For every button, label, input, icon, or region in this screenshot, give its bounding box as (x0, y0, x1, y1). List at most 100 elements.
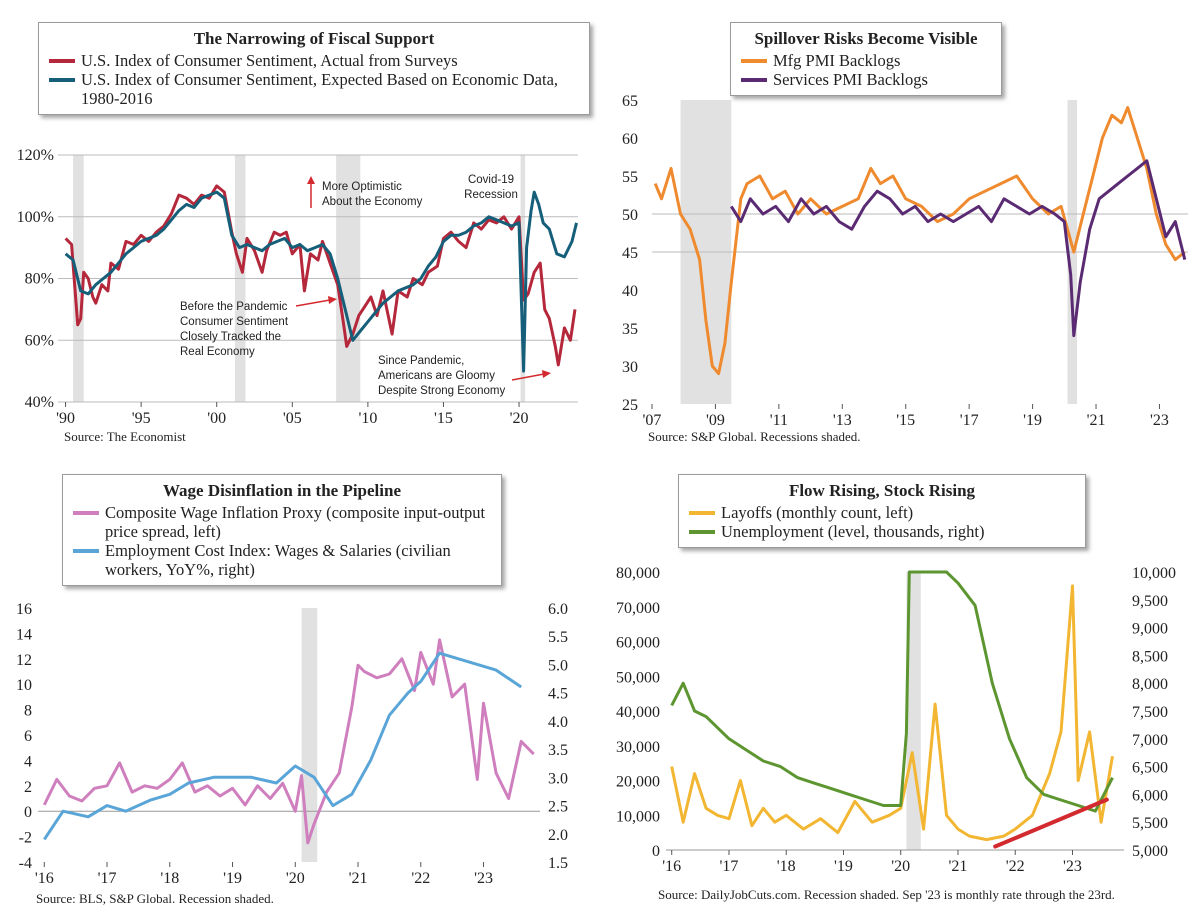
x-tick-label: '16 (35, 870, 54, 887)
since-arrow (511, 373, 545, 381)
y-tick-label: 60% (25, 332, 54, 349)
x-tick-label: '19 (834, 858, 853, 875)
y-tick-label-right: 5.0 (548, 657, 568, 674)
legend-wage: Wage Disinflation in the Pipeline Compos… (62, 474, 502, 586)
trendline (993, 797, 1109, 849)
since-arrowhead (542, 370, 551, 378)
series-line (670, 584, 1114, 842)
x-tick-label: '20 (510, 410, 529, 427)
legend-item-mfg: Mfg PMI Backlogs (741, 51, 991, 70)
annotation-covid: Covid-19 (468, 174, 514, 186)
x-tick-label: '17 (960, 412, 979, 429)
y-tick-label-right: 7,000 (1132, 732, 1168, 749)
series-line (653, 106, 1186, 376)
panel-spillover: 25 30 35 40 45 50 55 60 65 '07 '09 '11 '13 '15 '17 '19 '… (600, 0, 1200, 462)
chart-title: Flow Rising, Stock Rising (788, 481, 976, 500)
x-tick-label: '00 (207, 410, 226, 427)
y-tick-label-right: 9,500 (1132, 593, 1168, 610)
legend-label: Composite Wage Inflation Proxy (composit… (105, 503, 486, 541)
x-tick-label: '15 (896, 412, 915, 429)
y-tick-label-right: 6.0 (548, 601, 568, 618)
x-tick-label: '19 (1023, 412, 1042, 429)
chart-wage: -4 -2 0 2 4 6 8 10 12 14 16 1.5 2.0 2.5 3.0 3.5 4.0 4.5 5.… (16, 601, 568, 887)
annotation-before-pandemic: Real Economy (180, 346, 255, 358)
x-tick-label: '11 (770, 412, 788, 429)
legend-swatch (741, 78, 767, 82)
y-tick-label: 60 (622, 131, 638, 148)
y-tick-label-left: 0 (24, 804, 32, 821)
panel-flow: 0 10,000 20,000 30,000 40,000 50,000 60,000 70,… (600, 462, 1200, 924)
legend-label: Unemployment (level, thousands, right) (721, 522, 985, 541)
y-tick-label: 80% (25, 271, 54, 288)
annotation-optimistic: About the Economy (322, 196, 423, 208)
x-tick-label: '90 (56, 410, 75, 427)
legend-label: Employment Cost Index: Wages & Salaries … (105, 541, 451, 579)
panel-fiscal-support: 40% 60% 80% 100% 120% '90 '95 '00 '05 '10 '15 '20 Mo… (0, 0, 600, 462)
y-tick-label: 55 (622, 169, 638, 186)
source-note: Source: DailyJobCuts.com. Recession shad… (658, 887, 1115, 902)
before-arrow (295, 299, 331, 307)
y-tick-label-right: 6,500 (1132, 760, 1168, 777)
chart-title: Wage Disinflation in the Pipeline (162, 481, 402, 500)
series-line (42, 638, 535, 845)
chart-flow: 0 10,000 20,000 30,000 40,000 50,000 60,000 70,… (616, 565, 1176, 875)
y-tick-label-right: 4.5 (548, 686, 568, 703)
legend-flow: Flow Rising, Stock Rising Layoffs (month… (678, 474, 1086, 548)
y-tick-label-right: 8,500 (1132, 648, 1168, 665)
y-tick-label-right: 9,000 (1132, 621, 1168, 638)
chart-title: Spillover Risks Become Visible (754, 29, 978, 48)
y-tick-label: 120% (17, 147, 54, 164)
y-tick-label-left: 80,000 (616, 565, 660, 582)
series-line (730, 159, 1187, 338)
y-tick-label-left: 12 (16, 652, 32, 669)
y-tick-label: 25 (622, 397, 638, 414)
y-tick-label-left: 4 (24, 753, 32, 770)
legend-spillover: Spillover Risks Become Visible Mfg PMI B… (730, 22, 1002, 96)
source-note: Source: BLS, S&P Global. Recession shade… (36, 891, 274, 906)
y-tick-label: 100% (17, 209, 54, 226)
y-tick-label-right: 10,000 (1132, 565, 1176, 582)
y-tick-label-right: 3.0 (548, 770, 568, 787)
y-tick-label-left: 40,000 (616, 704, 660, 721)
x-tick-label: '22 (1006, 858, 1025, 875)
y-tick-label-left: 20,000 (616, 774, 660, 791)
y-tick-label-left: 8 (24, 703, 32, 720)
source-note: Source: The Economist (64, 429, 186, 444)
x-tick-label: '18 (160, 870, 179, 887)
annotation-before-pandemic: Consumer Sentiment (180, 316, 289, 328)
x-tick-label: '19 (223, 870, 242, 887)
y-tick-label-left: 70,000 (616, 600, 660, 617)
x-tick-label: '17 (98, 870, 117, 887)
y-tick-label-left: 50,000 (616, 669, 660, 686)
y-tick-label: 30 (622, 359, 638, 376)
x-tick-label: '10 (358, 410, 377, 427)
x-tick-label: '20 (286, 870, 305, 887)
annotation-since-pandemic: Americans are Gloomy (378, 370, 495, 382)
legend-swatch (689, 530, 715, 534)
annotation-before-pandemic: Closely Tracked the (180, 331, 281, 343)
legend-item-actual: U.S. Index of Consumer Sentiment, Actual… (49, 51, 579, 70)
y-tick-label: 40% (25, 394, 54, 411)
legend-label: U.S. Index of Consumer Sentiment, Expect… (81, 70, 559, 108)
annotation-before-pandemic: Before the Pandemic (180, 301, 288, 313)
annotation-since-pandemic: Since Pandemic, (378, 355, 464, 367)
y-tick-label-left: 0 (652, 843, 660, 860)
y-tick-label-left: 14 (16, 626, 32, 643)
x-tick-label: '22 (411, 870, 430, 887)
legend-item-layoffs: Layoffs (monthly count, left) (689, 503, 1075, 522)
x-tick-label: '16 (662, 858, 681, 875)
y-tick-label-left: -2 (19, 830, 32, 847)
legend-item-unemployment: Unemployment (level, thousands, right) (689, 522, 1075, 541)
x-tick-label: '20 (891, 858, 910, 875)
series-line (670, 570, 1114, 813)
series-line (64, 184, 577, 367)
y-tick-label-right: 2.5 (548, 799, 568, 816)
y-tick-label-left: 16 (16, 601, 32, 618)
x-tick-label: '21 (1087, 412, 1106, 429)
y-tick-label: 50 (622, 207, 638, 224)
legend-item-services: Services PMI Backlogs (741, 70, 991, 89)
optimism-arrowhead (307, 176, 315, 184)
x-tick-label: '23 (1150, 412, 1169, 429)
annotation-covid: Recession (464, 189, 518, 201)
y-tick-label-right: 8,000 (1132, 676, 1168, 693)
